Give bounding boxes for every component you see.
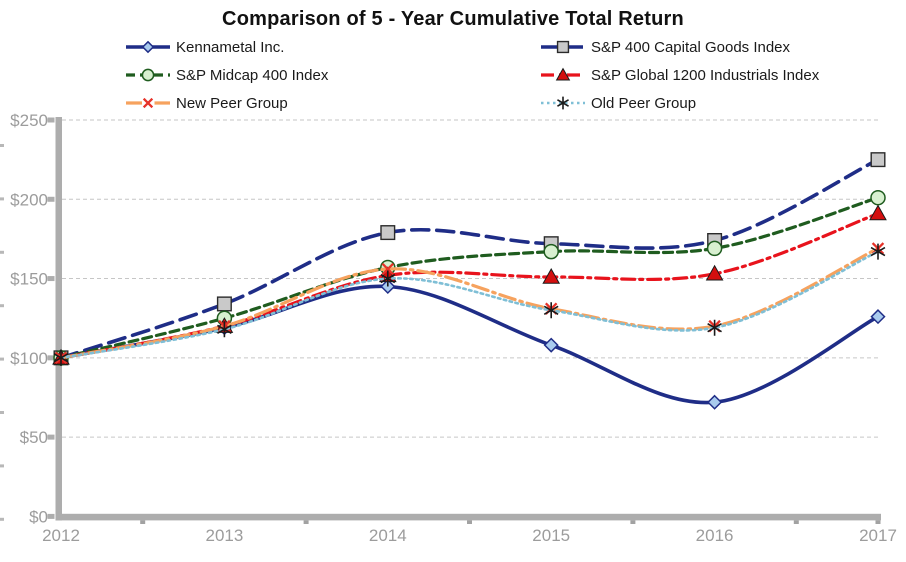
marker-asterisk — [380, 270, 396, 287]
marker-asterisk — [557, 96, 569, 110]
x-axis-label: 2016 — [696, 526, 734, 545]
legend-label: S&P Global 1200 Industrials Index — [591, 66, 820, 84]
legend-circle-swatch-icon — [126, 68, 170, 82]
y-axis-minor-tick — [0, 357, 4, 361]
y-axis-minor-tick — [0, 517, 4, 521]
marker-square — [380, 225, 396, 241]
y-axis-tick — [47, 117, 55, 123]
marker-circle — [141, 68, 155, 82]
marker-square — [870, 152, 886, 168]
y-axis-label: $200 — [10, 190, 48, 209]
marker-circle — [543, 243, 559, 260]
y-axis-minor-tick — [0, 250, 4, 254]
legend-item: S&P Global 1200 Industrials Index — [540, 66, 819, 84]
legend-triangle-swatch-icon — [541, 67, 585, 81]
legend-item: Kennametal Inc. — [125, 38, 284, 56]
y-axis-tick — [47, 434, 55, 440]
chart-title: Comparison of 5 - Year Cumulative Total … — [222, 8, 684, 30]
marker-circle — [870, 189, 886, 206]
y-axis-minor-tick — [0, 411, 4, 414]
y-axis-label: $100 — [10, 349, 48, 368]
x-axis — [55, 513, 881, 521]
series-line-4 — [59, 246, 880, 360]
y-axis-minor-tick — [0, 197, 4, 201]
marker-asterisk — [543, 302, 559, 319]
marker-asterisk — [217, 321, 232, 338]
y-axis-tick — [47, 513, 55, 519]
marker-asterisk — [53, 349, 69, 366]
legend-item: S&P Midcap 400 Index — [125, 66, 328, 84]
y-axis-tick — [47, 276, 55, 282]
series-line-2 — [59, 196, 880, 360]
marker-triangle — [869, 204, 887, 221]
legend-item: Old Peer Group — [540, 94, 696, 112]
legend-diamond-swatch-icon — [126, 40, 170, 54]
series-line-5 — [59, 250, 880, 360]
x-axis-end-tick — [875, 520, 881, 524]
legend-label: New Peer Group — [176, 94, 288, 112]
series-line-1 — [59, 157, 880, 360]
y-axis — [55, 117, 62, 521]
x-axis-label: 2012 — [42, 526, 80, 545]
y-axis-minor-tick — [0, 464, 4, 468]
marker-triangle — [542, 267, 561, 284]
legend-asterisk-swatch-icon — [541, 96, 585, 110]
marker-diamond — [141, 40, 155, 54]
marker-diamond — [543, 337, 559, 353]
marker-circle — [706, 240, 723, 257]
marker-square — [556, 40, 570, 54]
legend-label: S&P Midcap 400 Index — [176, 66, 329, 84]
x-axis-minor-tick — [467, 520, 472, 524]
y-axis-tick — [47, 196, 55, 202]
legend-item: S&P 400 Capital Goods Index — [540, 38, 790, 56]
legend-label: S&P 400 Capital Goods Index — [591, 38, 791, 56]
y-axis-label: $250 — [10, 111, 48, 130]
y-axis-tick — [47, 355, 55, 361]
marker-diamond — [707, 394, 723, 410]
series-line-0 — [59, 284, 880, 405]
y-axis-label: $50 — [20, 428, 48, 447]
x-axis-minor-tick — [630, 520, 636, 524]
x-axis-label: 2017 — [859, 526, 897, 545]
marker-square — [216, 296, 232, 312]
y-axis-label: $0 — [29, 507, 48, 526]
x-axis-label: 2013 — [205, 526, 243, 545]
legend-square-swatch-icon — [541, 40, 585, 54]
x-axis-label: 2015 — [532, 526, 570, 545]
x-axis-minor-tick — [140, 520, 146, 524]
marker-x — [142, 97, 154, 109]
legend-label: Kennametal Inc. — [176, 38, 285, 56]
marker-asterisk — [707, 319, 722, 336]
y-axis-minor-tick — [0, 304, 4, 308]
marker-triangle — [555, 67, 571, 81]
marker-asterisk — [870, 243, 886, 260]
marker-diamond — [870, 309, 886, 325]
x-axis-label: 2014 — [369, 526, 407, 545]
marker-x — [381, 262, 395, 276]
x-axis-minor-tick — [303, 520, 309, 524]
legend-label: Old Peer Group — [591, 94, 697, 112]
legend-x-swatch-icon — [126, 97, 170, 109]
y-axis-label: $150 — [10, 270, 48, 289]
marker-triangle — [705, 264, 724, 281]
y-axis-minor-tick — [0, 144, 4, 147]
legend-item: New Peer Group — [125, 94, 288, 112]
x-axis-minor-tick — [793, 520, 799, 524]
